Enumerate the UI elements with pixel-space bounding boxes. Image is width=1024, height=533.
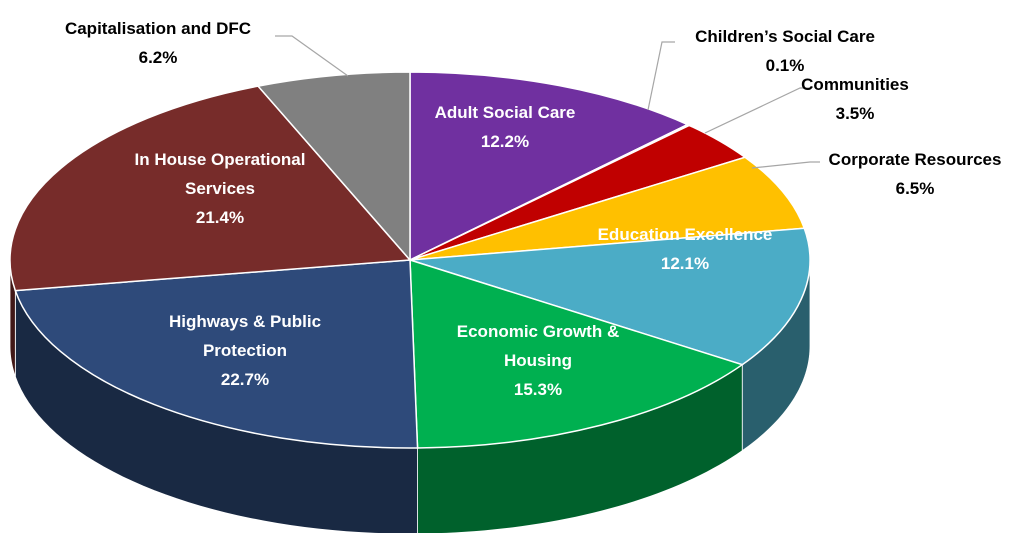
leader-line [275,35,349,77]
category-label: Education Excellence [597,225,773,244]
pie-slice [409,258,744,449]
slice-label: Economic Growth & Housing 15.3% [428,317,648,404]
slice-label: Children’s Social Care 0.1% [655,22,915,80]
leader-line [647,41,675,111]
value-label: 12.2% [480,132,530,151]
value-label: 12.1% [660,254,710,273]
pie-slice [409,156,806,261]
value-label: 15.3% [513,380,563,399]
value-label: 22.7% [220,370,270,389]
leader-lines [275,35,820,169]
pie-slice [14,259,419,449]
slice-label: Highways & Public Protection 22.7% [145,307,345,394]
value-label: 0.1% [765,56,805,75]
category-label: Economic Growth & Housing [456,322,620,370]
category-label: In House Operational Services [134,150,306,198]
slice-label: Capitalisation and DFC 6.2% [28,14,288,72]
slice-label: Corporate Resources 6.5% [805,145,1024,203]
pie-slice [9,85,412,292]
slice-label: In House Operational Services 21.4% [100,145,340,232]
pie-slice [256,71,411,262]
value-label: 3.5% [835,104,875,123]
category-label: Communities [801,75,909,94]
value-label: 6.5% [895,179,935,198]
slice-label: Adult Social Care 12.2% [405,98,605,156]
category-label: Children’s Social Care [695,27,875,46]
slice-label: Communities 3.5% [775,70,935,128]
category-label: Adult Social Care [434,103,576,122]
category-label: Capitalisation and DFC [64,19,252,38]
slice-label: Education Excellence 12.1% [565,220,805,278]
leader-line [751,161,820,169]
category-label: Highways & Public Protection [168,312,322,360]
pie-slice [409,227,811,366]
leader-line [704,87,810,134]
category-label: Corporate Resources [828,150,1002,169]
value-label: 21.4% [195,208,245,227]
pie-tops [9,71,811,449]
pie-slice [409,71,690,262]
value-label: 6.2% [138,48,178,67]
